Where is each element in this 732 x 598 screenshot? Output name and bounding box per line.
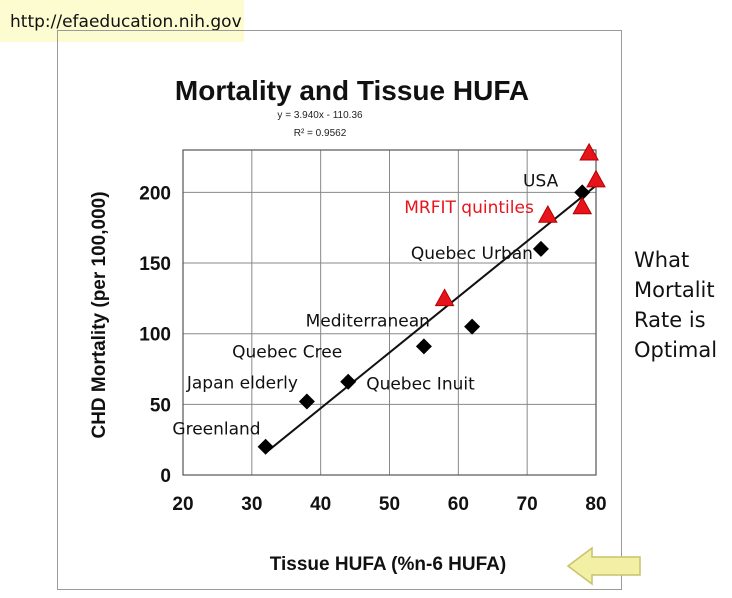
axis-ticks: 20 30 40 50 60 70 80 0 50 100 150 200 [139,183,606,515]
data-point-triangle [579,142,599,161]
x-tick-label: 70 [517,494,538,515]
y-tick-label: 150 [139,254,171,275]
data-point-diamond [574,184,591,201]
data-point-diamond [415,338,432,355]
side-note-line: Optimal [634,338,718,362]
trendline [264,184,597,454]
point-label: Quebec Inuit [366,375,475,395]
data-point-diamond [532,240,549,257]
trendline-group [264,184,597,454]
side-note-line: Mortalit [634,278,715,302]
data-point-triangle [537,204,558,223]
trendline-equation: y = 3.940x - 110.36 [277,110,363,121]
url-badge: http://efaeducation.nih.gov [0,0,244,42]
chart-title: Mortality and Tissue HUFA [175,75,529,106]
data-point-diamond [257,438,274,455]
x-tick-label: 40 [310,494,331,515]
point-label: Quebec Cree [232,343,342,363]
data-point-diamond [464,318,481,335]
side-note-line: What [634,248,690,272]
left-arrow-icon [566,546,641,586]
y-tick-label: 100 [139,325,171,346]
grid [182,149,597,476]
slide-frame [57,30,622,590]
side-note: What Mortalit Rate is Optimal [634,245,717,365]
data-point-triangle [586,169,606,188]
side-note-line: Rate is [634,308,706,332]
point-label: Quebec Urban [411,244,533,264]
y-tick-label: 50 [150,395,171,416]
data-point-diamond [298,393,315,410]
point-label: Japan elderly [186,374,298,394]
data-points [257,142,606,455]
data-point-triangle [572,196,593,215]
data-point-triangle [434,288,455,307]
x-tick-label: 80 [585,494,606,515]
y-axis-label: CHD Mortality (per 100,000) [89,191,110,438]
point-label: Mediterranean [306,311,430,331]
point-label: MRFIT quintiles [404,198,534,218]
x-tick-label: 50 [379,494,400,515]
x-axis-label: Tissue HUFA (%n-6 HUFA) [270,554,506,575]
trendline-r-squared: R² = 0.9562 [294,128,347,139]
x-tick-label: 30 [241,494,262,515]
source-url: http://efaeducation.nih.gov [10,12,242,32]
y-tick-label: 0 [160,466,171,487]
x-tick-label: 60 [448,494,469,515]
y-tick-label: 200 [139,183,171,204]
point-label: USA [523,171,559,191]
point-label: Greenland [172,420,260,440]
x-tick-label: 20 [172,494,193,515]
plot-area-border [182,149,597,476]
point-labels: Greenland Japan elderly Quebec Cree Quebec … [172,171,558,439]
data-point-diamond [340,373,357,390]
